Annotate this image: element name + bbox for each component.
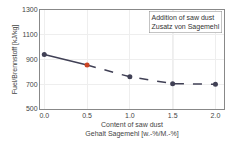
svg-text:1300: 1300	[22, 6, 38, 13]
svg-text:700: 700	[26, 81, 38, 88]
svg-text:500: 500	[26, 105, 38, 112]
svg-text:Fuel/Brennstoff [kJ/kg]: Fuel/Brennstoff [kJ/kg]	[11, 25, 19, 95]
svg-text:Content of saw dustGehalt Sage: Content of saw dustGehalt Sagemehl [w.-%…	[85, 121, 178, 138]
svg-text:0.0: 0.0	[39, 112, 49, 119]
svg-text:900: 900	[26, 56, 38, 63]
svg-text:1.0: 1.0	[125, 112, 135, 119]
svg-text:1100: 1100	[23, 31, 38, 38]
svg-text:Addition of saw dustZusatz von: Addition of saw dustZusatz von Sagemehl	[152, 14, 220, 31]
svg-text:0.5: 0.5	[82, 112, 92, 119]
svg-text:1.5: 1.5	[168, 112, 178, 119]
svg-text:2.0: 2.0	[211, 112, 221, 119]
